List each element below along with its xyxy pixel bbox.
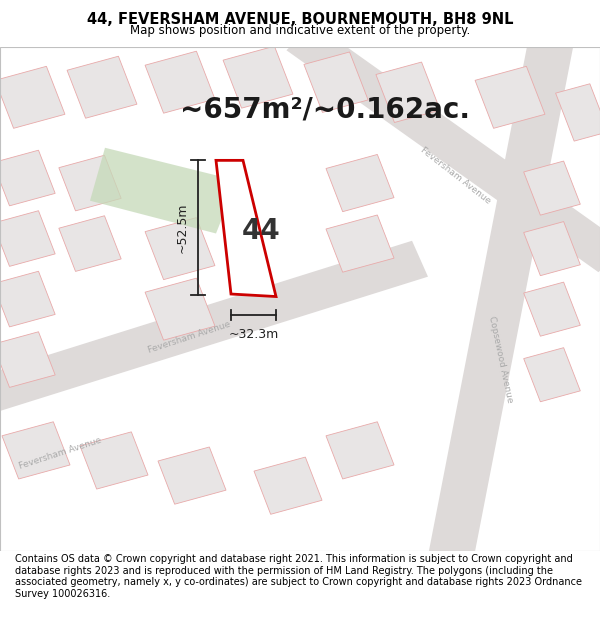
Polygon shape [145,278,215,340]
Polygon shape [326,422,394,479]
Polygon shape [304,52,368,112]
Polygon shape [59,216,121,271]
Text: Copsewood Avenue: Copsewood Avenue [487,316,515,404]
Polygon shape [0,66,65,128]
Polygon shape [0,241,428,418]
Text: 44, FEVERSHAM AVENUE, BOURNEMOUTH, BH8 9NL: 44, FEVERSHAM AVENUE, BOURNEMOUTH, BH8 9… [87,12,513,27]
Polygon shape [223,46,293,108]
Text: Map shows position and indicative extent of the property.: Map shows position and indicative extent… [130,24,470,36]
Polygon shape [556,84,600,141]
Polygon shape [286,23,600,272]
Polygon shape [90,148,237,234]
Polygon shape [524,282,580,336]
Polygon shape [0,211,55,266]
Polygon shape [0,271,55,327]
Polygon shape [158,447,226,504]
Polygon shape [326,215,394,272]
Text: Feversham Avenue: Feversham Avenue [419,146,493,206]
Polygon shape [67,56,137,118]
Polygon shape [145,51,215,113]
Polygon shape [475,66,545,128]
Polygon shape [2,422,70,479]
Text: 44: 44 [242,217,280,245]
Text: Feversham Avenue: Feversham Avenue [146,319,232,354]
Text: ~32.3m: ~32.3m [229,328,278,341]
Polygon shape [0,332,55,388]
Polygon shape [524,348,580,402]
Polygon shape [0,150,55,206]
Polygon shape [427,34,575,564]
Text: Contains OS data © Crown copyright and database right 2021. This information is : Contains OS data © Crown copyright and d… [15,554,582,599]
Polygon shape [59,155,121,211]
Polygon shape [145,217,215,279]
Text: Feversham Avenue: Feversham Avenue [17,435,103,471]
Polygon shape [524,222,580,276]
Polygon shape [326,154,394,212]
Polygon shape [524,161,580,215]
Polygon shape [376,62,440,122]
Polygon shape [254,457,322,514]
Text: ~657m²/~0.162ac.: ~657m²/~0.162ac. [180,96,470,124]
Text: ~52.5m: ~52.5m [176,202,189,253]
Polygon shape [80,432,148,489]
Polygon shape [216,161,276,296]
